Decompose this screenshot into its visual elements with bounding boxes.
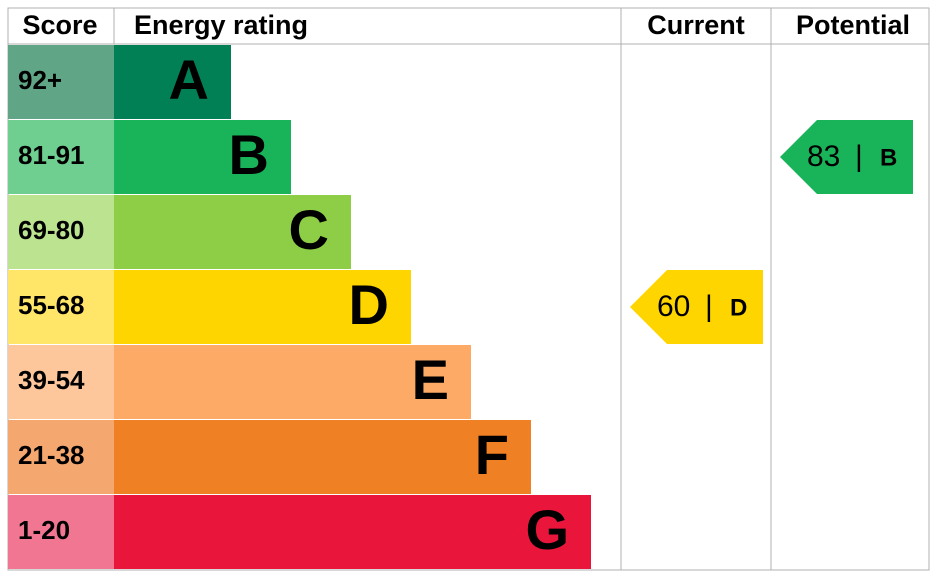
rating-letter: D (349, 273, 389, 336)
current-arrow (630, 270, 763, 344)
score-cell (8, 45, 114, 119)
rating-letter: E (412, 348, 449, 411)
rating-letter: A (169, 48, 209, 111)
score-label: 39-54 (18, 365, 85, 395)
current-letter: D (730, 294, 747, 321)
header-rating: Energy rating (134, 10, 308, 40)
rating-letter: F (475, 423, 509, 486)
score-cell (8, 120, 114, 194)
potential-value: 83 (807, 140, 840, 173)
potential-letter: B (880, 144, 897, 171)
rating-bar (114, 420, 531, 494)
score-cell (8, 270, 114, 344)
rating-bar (114, 195, 351, 269)
rating-bar (114, 45, 231, 119)
score-cell (8, 195, 114, 269)
header-potential: Potential (796, 10, 910, 40)
score-label: 55-68 (18, 290, 85, 320)
score-label: 81-91 (18, 140, 85, 170)
score-label: 69-80 (18, 215, 85, 245)
rating-bar (114, 270, 411, 344)
score-cell (8, 495, 114, 569)
score-label: 21-38 (18, 440, 85, 470)
current-separator: | (705, 290, 713, 323)
current-value: 60 (657, 290, 690, 323)
header-score: Score (22, 10, 97, 40)
potential-separator: | (855, 140, 863, 173)
rating-bar (114, 345, 471, 419)
score-label: 1-20 (18, 515, 70, 545)
score-cell (8, 420, 114, 494)
rating-letter: B (229, 123, 269, 186)
rating-bar (114, 120, 291, 194)
header-current: Current (647, 10, 745, 40)
rating-letter: G (525, 498, 569, 561)
score-label: 92+ (18, 65, 62, 95)
rating-bar (114, 495, 591, 569)
rating-letter: C (289, 198, 329, 261)
score-cell (8, 345, 114, 419)
potential-arrow (780, 120, 913, 194)
